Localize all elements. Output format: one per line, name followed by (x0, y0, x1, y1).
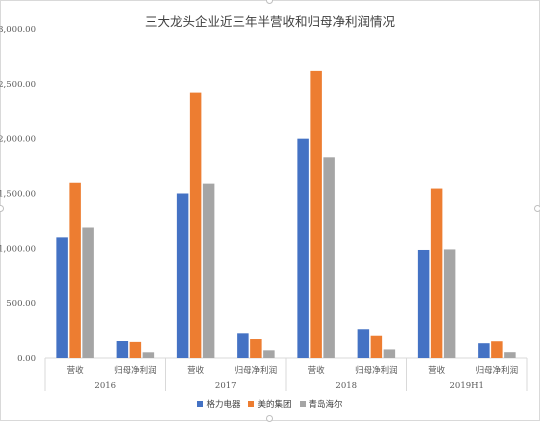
bar (383, 349, 396, 358)
bar (56, 237, 68, 358)
bar (176, 193, 189, 358)
x-group-label: 2018 (335, 381, 357, 391)
bar (478, 343, 490, 358)
x-category-label: 营收 (308, 365, 326, 376)
bar (310, 70, 322, 358)
x-category-label: 归母净利润 (235, 365, 278, 376)
bar (250, 339, 262, 358)
x-category-label: 归母净利润 (476, 365, 519, 376)
legend: 格力电器 美的集团 青岛海尔 (0, 398, 540, 410)
bar (417, 249, 430, 358)
bar (189, 92, 202, 359)
y-tick-label: 3,000.00 (0, 25, 36, 35)
bar (370, 335, 383, 358)
legend-label: 格力电器 (206, 400, 241, 410)
bar (443, 249, 456, 358)
chart-title: 三大龙头企业近三年半营收和归母净利润情况 (144, 14, 395, 29)
bar (504, 352, 516, 358)
legend-swatch (299, 401, 306, 407)
y-tick-label: 0.00 (17, 354, 36, 364)
resize-handle-right[interactable] (534, 205, 540, 212)
bar (237, 333, 249, 358)
bar (357, 329, 370, 358)
y-tick-label: 500.00 (6, 299, 36, 309)
bar (129, 341, 142, 358)
legend-item: 青岛海尔 (299, 398, 343, 410)
bar (323, 157, 335, 358)
resize-handle-top[interactable] (266, 0, 273, 4)
bar (297, 138, 309, 358)
x-group-label: 2019H1 (450, 381, 484, 391)
x-category-label: 归母净利润 (355, 365, 398, 376)
x-category-label: 营收 (428, 365, 446, 376)
bar (82, 227, 94, 358)
x-category-label: 营收 (67, 365, 85, 376)
bar (263, 350, 275, 358)
legend-item: 格力电器 (197, 398, 240, 410)
bar (430, 188, 443, 358)
resize-handle-left[interactable] (0, 205, 4, 212)
x-category-label: 归母净利润 (114, 365, 157, 376)
x-group-label: 2017 (215, 381, 237, 391)
bar (69, 182, 81, 358)
legend-label: 青岛海尔 (308, 400, 343, 410)
x-category-label: 营收 (187, 365, 205, 376)
y-tick-label: 1,500.00 (0, 190, 36, 200)
legend-label: 美的集团 (257, 400, 292, 410)
bar (202, 183, 215, 358)
legend-swatch (248, 401, 255, 407)
bar (142, 352, 155, 358)
bar (116, 341, 129, 358)
y-tick-label: 1,000.00 (0, 244, 36, 254)
x-group-label: 2016 (94, 381, 116, 391)
legend-swatch (197, 401, 204, 407)
y-tick-label: 2,000.00 (0, 135, 36, 145)
bar (491, 341, 503, 358)
y-tick-label: 2,500.00 (0, 80, 36, 90)
legend-item: 美的集团 (248, 398, 292, 410)
